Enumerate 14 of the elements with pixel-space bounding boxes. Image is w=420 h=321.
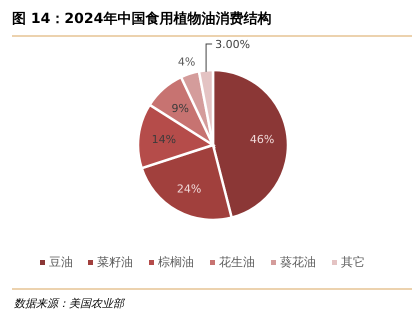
data-label: 9% bbox=[172, 102, 189, 115]
legend-label: 其它 bbox=[341, 255, 365, 269]
data-label: 4% bbox=[178, 56, 196, 69]
source-note: 数据来源：美国农业部 bbox=[14, 297, 126, 310]
legend-label: 葵花油 bbox=[280, 255, 316, 269]
chart-title: 图 14：2024年中国食用植物油消费结构 bbox=[12, 11, 272, 27]
data-label: 3.00% bbox=[215, 38, 250, 51]
legend-label: 豆油 bbox=[49, 255, 73, 269]
legend-label: 菜籽油 bbox=[97, 255, 133, 269]
legend-label: 花生油 bbox=[219, 255, 255, 269]
data-label: 14% bbox=[152, 132, 176, 146]
data-label: 24% bbox=[176, 182, 202, 196]
legend-label: 棕榈油 bbox=[158, 255, 194, 269]
data-label: 46% bbox=[250, 132, 274, 146]
